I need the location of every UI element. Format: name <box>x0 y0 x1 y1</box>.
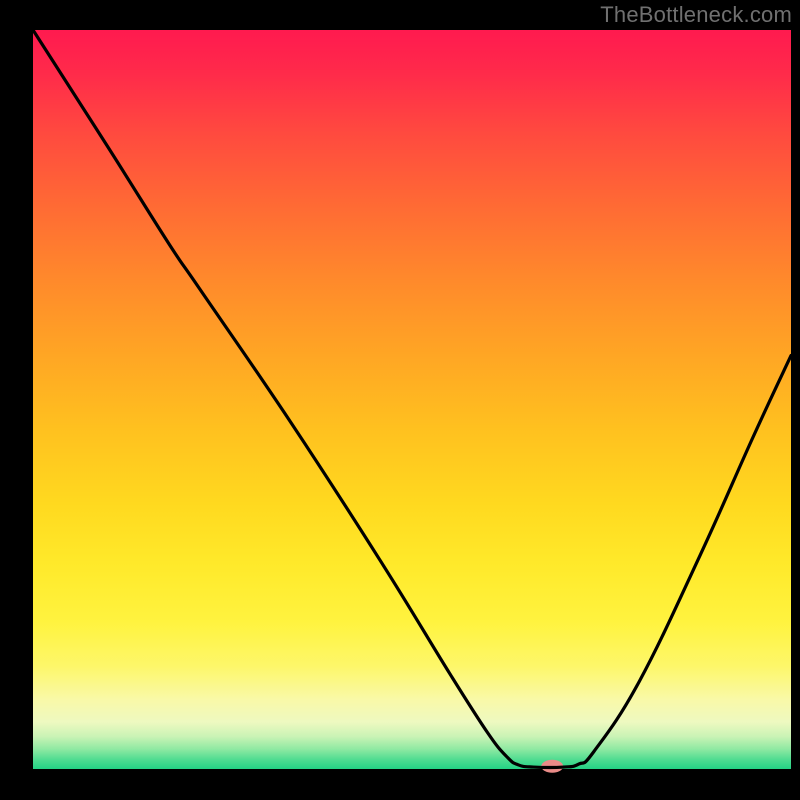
watermark-text: TheBottleneck.com <box>600 2 792 28</box>
chart-container: TheBottleneck.com <box>0 0 800 800</box>
plot-area <box>33 30 791 770</box>
bottleneck-chart <box>0 0 800 800</box>
